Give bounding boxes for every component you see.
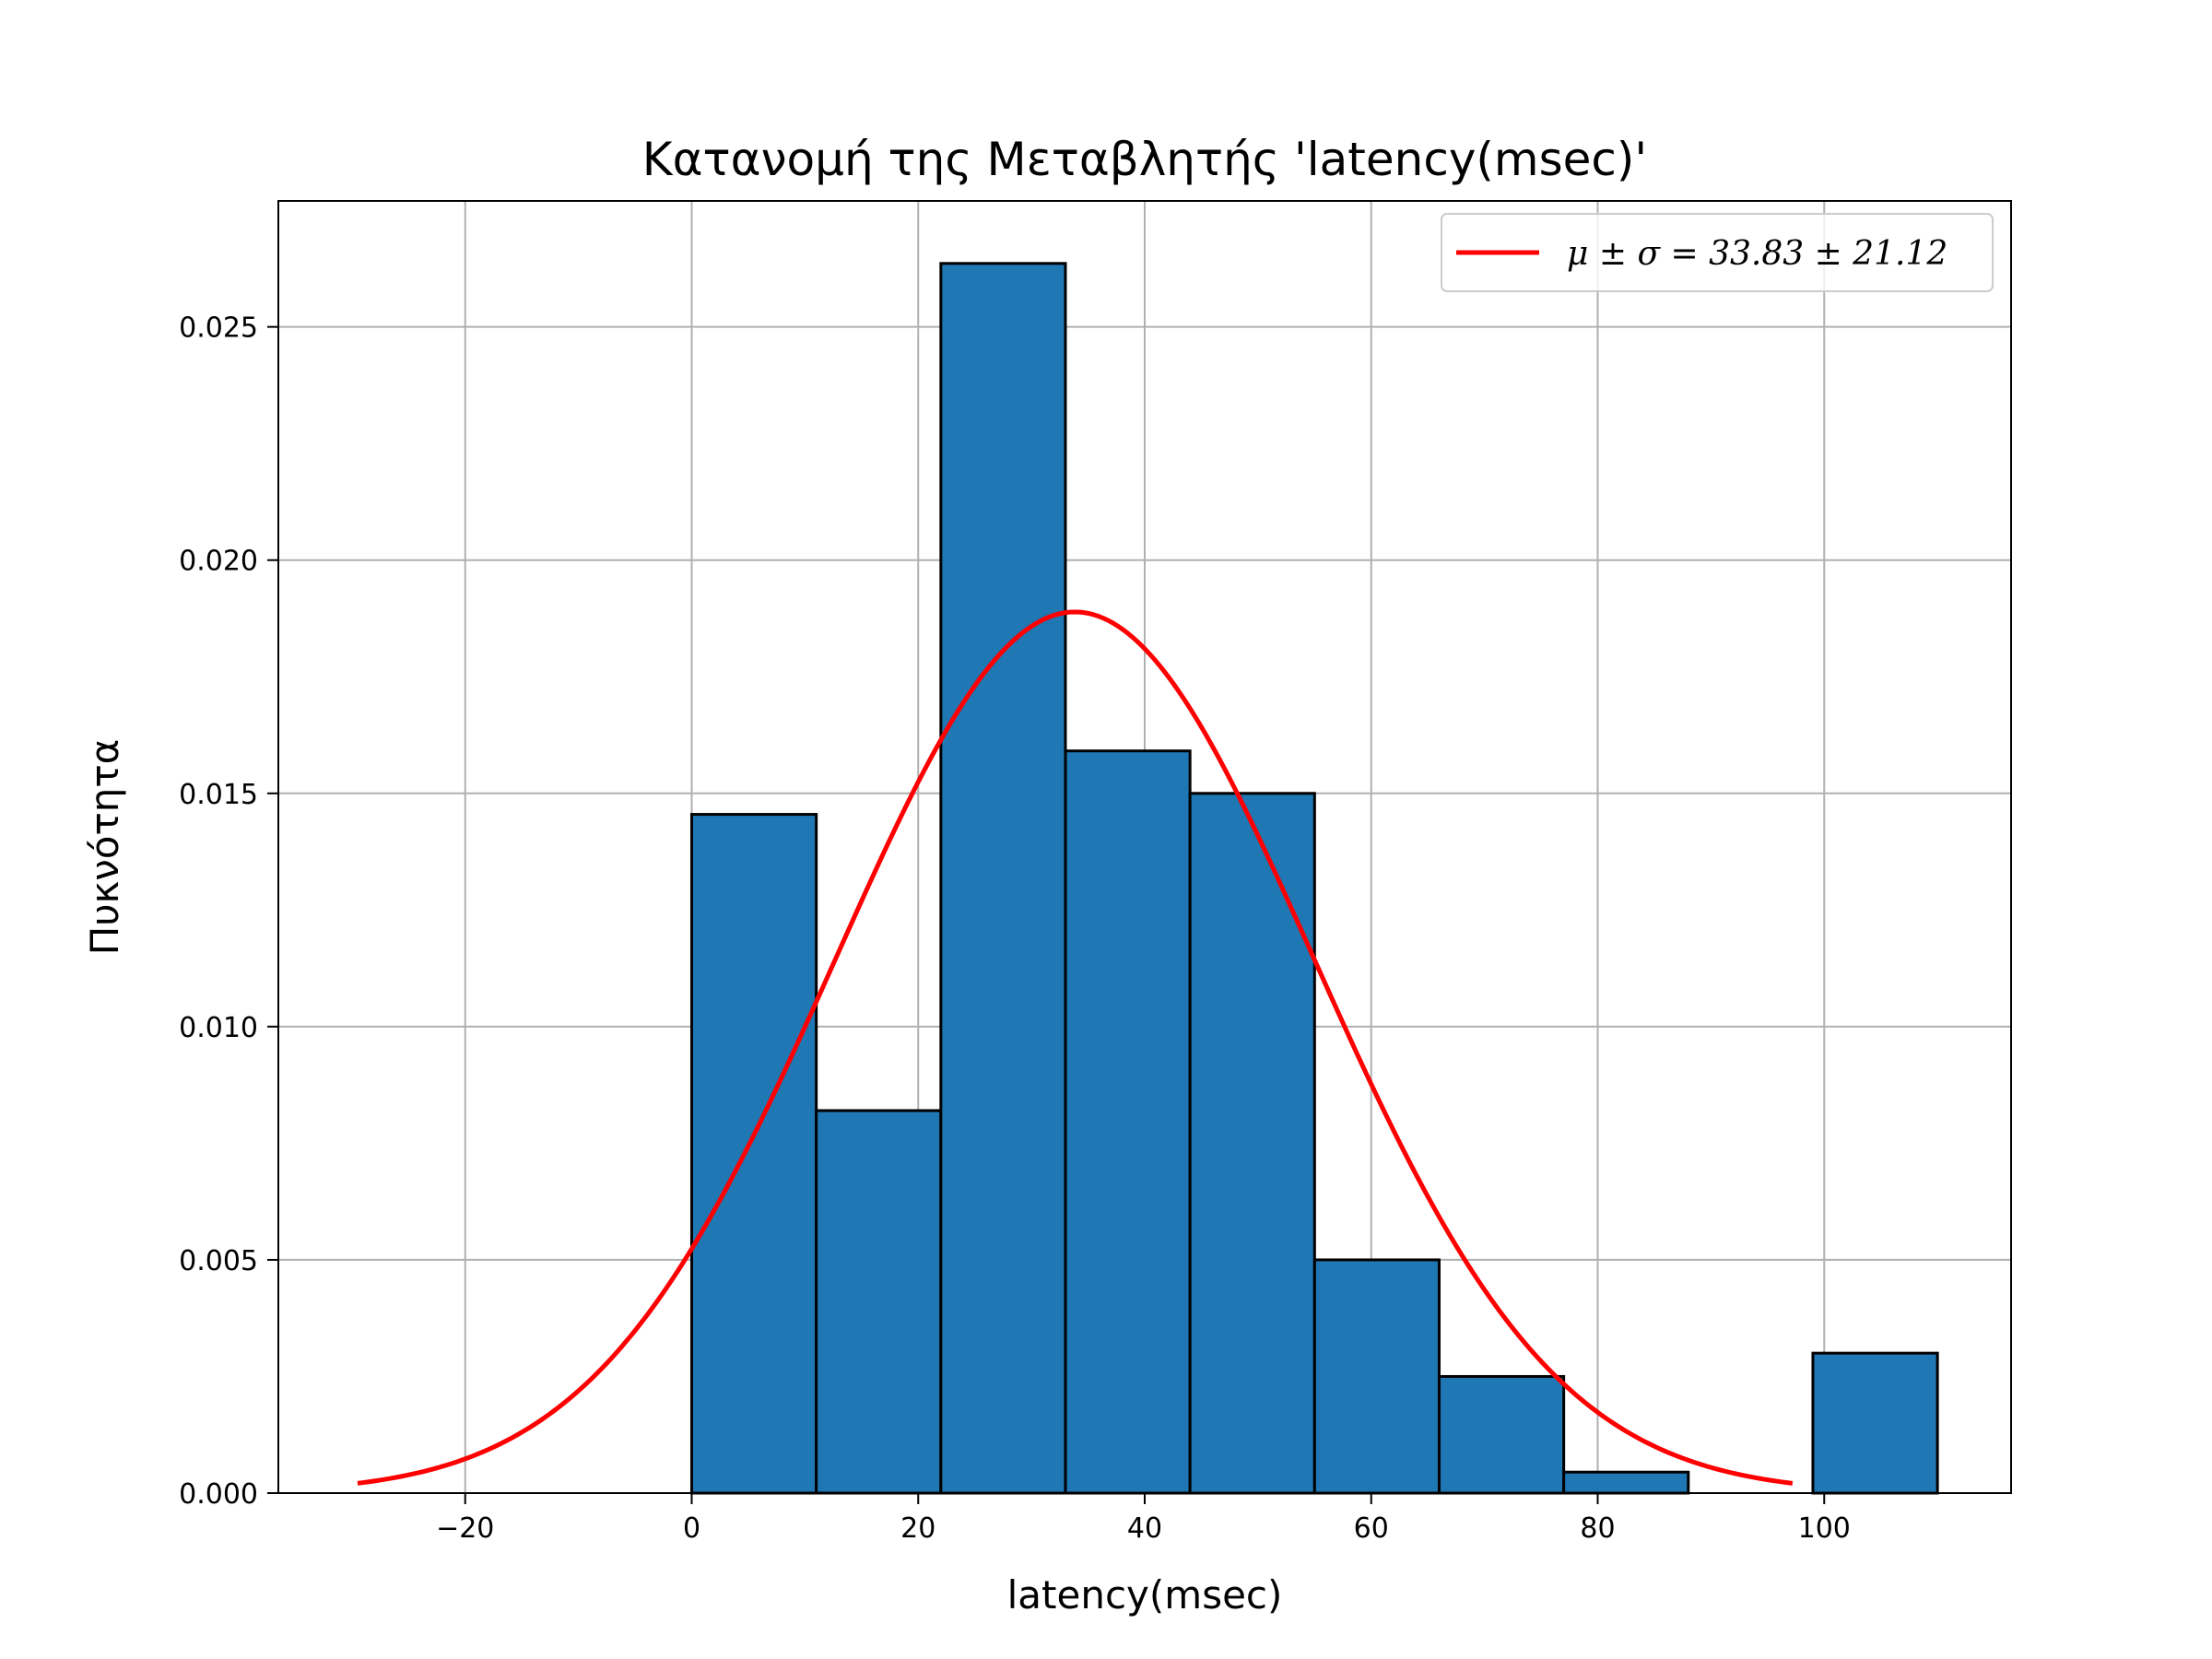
y-tick-label: 0.010 <box>179 1012 258 1044</box>
legend: μ ± σ = 33.83 ± 21.12 <box>1441 213 1994 292</box>
y-tick-label: 0.005 <box>179 1245 258 1277</box>
y-axis-label: Πυκνότητα <box>82 739 127 956</box>
x-tick-label: 80 <box>1580 1512 1615 1545</box>
histogram-bar <box>1188 792 1316 1495</box>
x-tick-label: 60 <box>1354 1512 1389 1545</box>
x-axis-ticks: −20 0 20 40 60 80 100 <box>436 1493 1851 1545</box>
x-tick-label: 40 <box>1127 1512 1162 1545</box>
histogram-bar <box>1312 1258 1441 1495</box>
histogram-bar <box>815 1109 943 1495</box>
x-tick-label: 0 <box>683 1512 700 1545</box>
x-tick-label: 100 <box>1798 1512 1851 1545</box>
legend-label: μ ± σ = 33.83 ± 21.12 <box>1567 235 1947 273</box>
y-axis-ticks: 0.000 0.005 0.010 0.015 0.020 0.025 <box>179 312 278 1511</box>
y-tick-label: 0.000 <box>179 1478 258 1511</box>
histogram-bars <box>689 262 1939 1495</box>
x-tick-label: 20 <box>900 1512 935 1545</box>
histogram-bar <box>689 813 818 1495</box>
histogram-bar <box>1437 1374 1566 1495</box>
x-axis-label: latency(msec) <box>1007 1572 1283 1618</box>
normal-curve-line <box>357 609 1794 1486</box>
y-tick-label: 0.015 <box>179 779 258 811</box>
x-tick-label: −20 <box>436 1512 494 1545</box>
normal-fit-curve <box>357 609 1794 1486</box>
histogram-bar <box>1562 1470 1690 1495</box>
y-tick-label: 0.020 <box>179 546 258 578</box>
chart-title: Κατανομή της Μεταβλητής 'latency(msec)' <box>642 133 1647 186</box>
histogram-bar <box>1811 1351 1939 1495</box>
histogram-bar <box>1064 749 1192 1495</box>
y-tick-label: 0.025 <box>179 312 258 345</box>
legend-box <box>1441 213 1994 292</box>
histogram-bar <box>939 262 1067 1495</box>
